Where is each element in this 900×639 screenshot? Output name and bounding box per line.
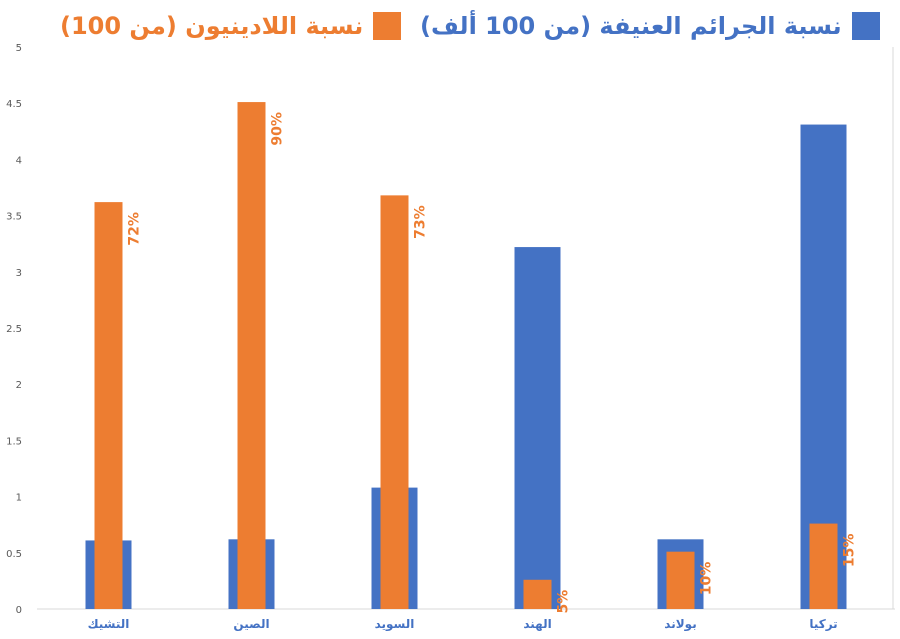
bar-irreligious-rate <box>523 579 552 609</box>
data-label-irreligious-percent: 73% <box>413 205 429 239</box>
legend-swatch-orange <box>373 12 402 40</box>
y-tick-label: 2.5 <box>6 324 22 335</box>
data-label-irreligious-percent: 10% <box>699 562 715 596</box>
legend-item-irreligious-rate: نسبة اللادينيون (من 100) <box>60 10 402 42</box>
x-category-label: الهند <box>523 617 551 631</box>
data-label-irreligious-percent: 72% <box>127 212 143 246</box>
data-label-irreligious-percent: 90% <box>270 112 286 146</box>
bar-irreligious-rate <box>380 195 409 610</box>
x-category-label: الصين <box>233 617 269 631</box>
x-category-label: بولاند <box>664 617 696 632</box>
y-tick-label: 0.5 <box>6 549 22 560</box>
y-tick-label: 4.5 <box>6 99 22 110</box>
x-category-label: تركيا <box>809 617 837 631</box>
y-tick-label: 5 <box>16 43 22 54</box>
legend-label-irreligious-rate: نسبة اللادينيون (من 100) <box>60 12 364 40</box>
bar-irreligious-rate <box>666 551 695 609</box>
data-label-irreligious-percent: 5% <box>556 590 572 614</box>
y-tick-label: 1 <box>16 493 22 504</box>
x-category-label: التشيك <box>88 617 130 631</box>
y-tick-label: 0 <box>16 605 22 616</box>
y-tick-label: 3.5 <box>6 212 22 223</box>
y-tick-label: 4 <box>16 155 22 166</box>
legend-item-crime-rate: نسبة الجرائم العنيفة (من 100 ألف) <box>420 10 880 42</box>
y-tick-label: 1.5 <box>6 436 22 447</box>
y-tick-label: 2 <box>16 380 22 391</box>
legend-label-crime-rate: نسبة الجرائم العنيفة (من 100 ألف) <box>420 12 842 40</box>
bar-crime-rate <box>514 247 561 609</box>
legend-swatch-blue <box>851 12 880 40</box>
bar-irreligious-rate <box>809 523 838 609</box>
data-label-irreligious-percent: 15% <box>842 534 858 568</box>
x-category-label: السويد <box>375 617 415 632</box>
y-tick-label: 3 <box>16 268 22 279</box>
bar-irreligious-rate <box>237 102 266 610</box>
bar-irreligious-rate <box>94 202 123 609</box>
